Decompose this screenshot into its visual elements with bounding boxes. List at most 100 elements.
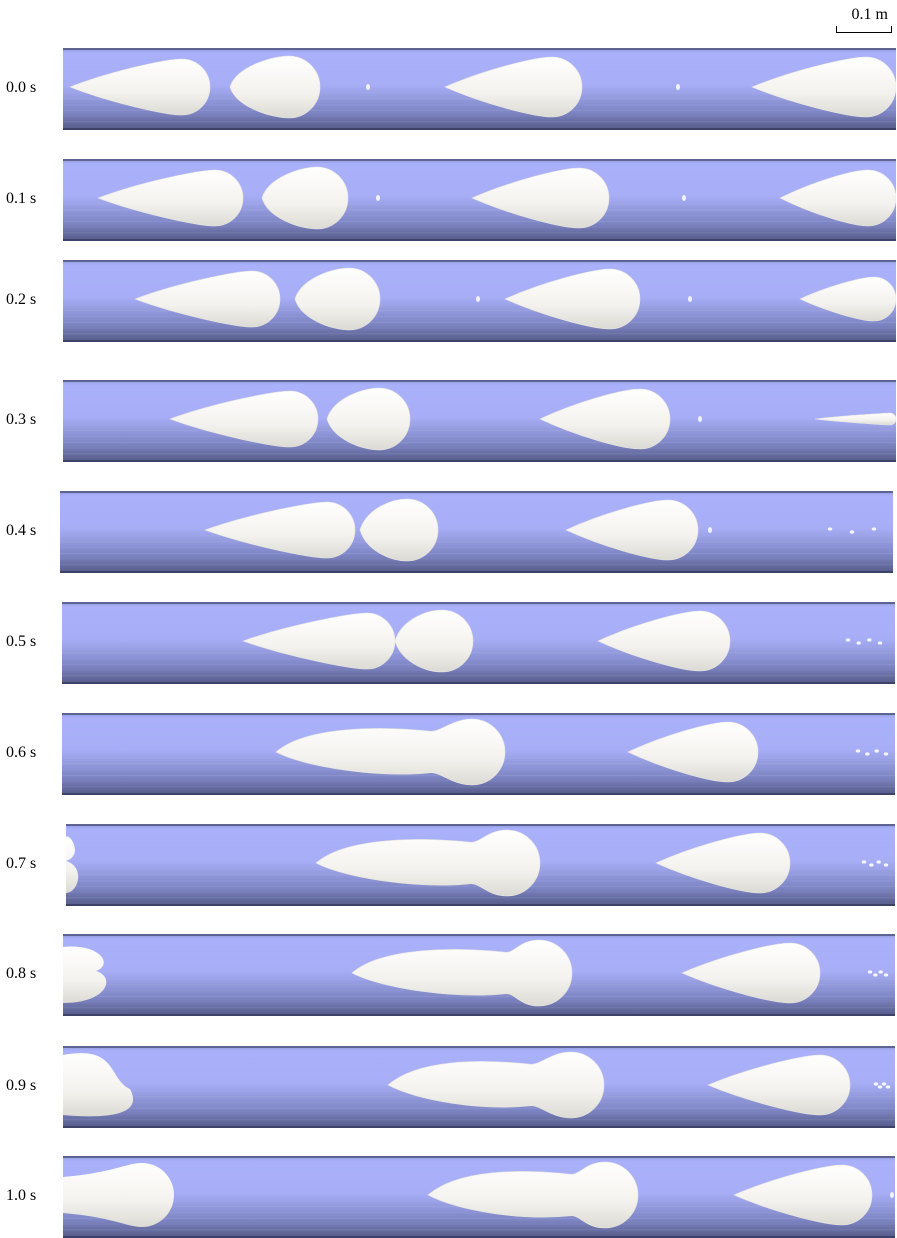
taylor-bubble [63, 1053, 134, 1117]
taylor-bubble [69, 58, 211, 116]
dispersed-bubble [871, 527, 877, 531]
dispersed-bubble [873, 973, 878, 977]
taylor-bubble [66, 836, 79, 893]
scale-bar-line [836, 32, 892, 33]
frame-time-label: 0.7 s [6, 855, 37, 872]
frame-time-label: 0.6 s [6, 744, 37, 761]
frame-row: 0.8 s [0, 934, 897, 1016]
pipe-snapshot [66, 824, 895, 906]
pipe-snapshot [63, 159, 896, 241]
dispersed-bubble [865, 752, 870, 756]
taylor-bubble [471, 167, 610, 229]
dispersed-bubble [885, 1085, 891, 1089]
dispersed-bubble [476, 296, 480, 302]
dispersed-bubble [827, 527, 833, 531]
dispersed-bubble [376, 195, 380, 201]
taylor-bubble [134, 270, 281, 328]
taylor-bubble [539, 388, 671, 450]
dispersed-bubble [881, 1082, 887, 1086]
frame-time-label: 0.2 s [6, 291, 37, 308]
pipe-snapshot [63, 1046, 895, 1128]
taylor-bubble [63, 946, 107, 1003]
taylor-bubble [394, 609, 474, 673]
dispersed-bubble [883, 752, 889, 756]
frame-row: 0.7 s [0, 824, 897, 906]
dispersed-bubble [676, 84, 680, 90]
dispersed-bubble [867, 638, 872, 642]
dispersed-bubble [878, 970, 883, 974]
pipe-snapshot [63, 380, 896, 462]
taylor-bubble [326, 387, 411, 451]
frame-row: 0.2 s [0, 260, 897, 342]
taylor-bubble [751, 56, 896, 118]
dispersed-bubble [877, 641, 883, 645]
pipe-snapshot [63, 934, 895, 1016]
dispersed-bubble [890, 1192, 894, 1198]
taylor-bubble [444, 56, 583, 118]
frame-row: 0.4 s [0, 491, 897, 573]
frame-time-label: 0.3 s [6, 411, 37, 428]
frame-time-label: 0.4 s [6, 522, 37, 539]
taylor-bubble [779, 169, 896, 227]
dispersed-bubble [874, 749, 879, 753]
dispersed-bubble [688, 296, 692, 302]
taylor-bubble [655, 832, 791, 894]
taylor-bubble [261, 166, 349, 230]
taylor-bubble [427, 1161, 639, 1229]
taylor-bubble [733, 1164, 873, 1226]
scale-bar-tick-left [836, 26, 837, 33]
taylor-bubble [204, 501, 356, 559]
dispersed-bubble [856, 641, 861, 645]
taylor-bubble [275, 718, 506, 786]
taylor-bubble [359, 498, 439, 562]
frame-row: 0.3 s [0, 380, 897, 462]
dispersed-bubble [877, 1085, 883, 1089]
taylor-bubble [681, 942, 821, 1004]
taylor-bubble [315, 829, 541, 897]
dispersed-bubble [849, 530, 855, 534]
pipe-snapshot [62, 602, 895, 684]
taylor-bubble [504, 268, 641, 330]
dispersed-bubble [855, 749, 861, 753]
taylor-bubble [97, 169, 244, 227]
dispersed-bubble [867, 970, 873, 974]
taylor-bubble [707, 1054, 851, 1116]
frame-row: 0.0 s [0, 48, 897, 130]
taylor-bubble [169, 390, 319, 448]
pipe-snapshot [63, 260, 896, 342]
taylor-bubble [387, 1051, 605, 1119]
dispersed-bubble [698, 416, 702, 422]
scale-bar-tick-right [891, 26, 892, 33]
taylor-bubble [63, 1163, 174, 1227]
taylor-bubble [229, 55, 321, 119]
scale-bar: 0.1 m [836, 6, 892, 34]
dispersed-bubble [883, 863, 889, 867]
scale-bar-label: 0.1 m [851, 6, 888, 23]
frame-row: 0.1 s [0, 159, 897, 241]
pipe-wall [62, 602, 895, 684]
taylor-bubble [627, 721, 759, 783]
taylor-bubble [814, 412, 896, 426]
frame-time-label: 0.8 s [6, 965, 37, 982]
frame-row: 0.6 s [0, 713, 897, 795]
taylor-bubble [294, 267, 381, 331]
taylor-bubble [799, 276, 896, 322]
taylor-bubble [351, 939, 573, 1007]
pipe-snapshot [63, 1156, 895, 1238]
taylor-bubble [597, 610, 731, 672]
frame-row: 0.9 s [0, 1046, 897, 1128]
pipe-wall [60, 491, 893, 573]
dispersed-bubble [845, 638, 851, 642]
frame-row: 0.5 s [0, 602, 897, 684]
dispersed-bubble [883, 973, 889, 977]
dispersed-bubble [869, 863, 874, 867]
frame-time-label: 0.5 s [6, 633, 37, 650]
frame-time-label: 0.9 s [6, 1077, 37, 1094]
dispersed-bubble [876, 860, 881, 864]
pipe-snapshot [63, 48, 896, 130]
pipe-snapshot [60, 491, 893, 573]
dispersed-bubble [861, 860, 867, 864]
dispersed-bubble [873, 1082, 879, 1086]
frame-row: 1.0 s [0, 1156, 897, 1238]
dispersed-bubble [682, 195, 686, 201]
